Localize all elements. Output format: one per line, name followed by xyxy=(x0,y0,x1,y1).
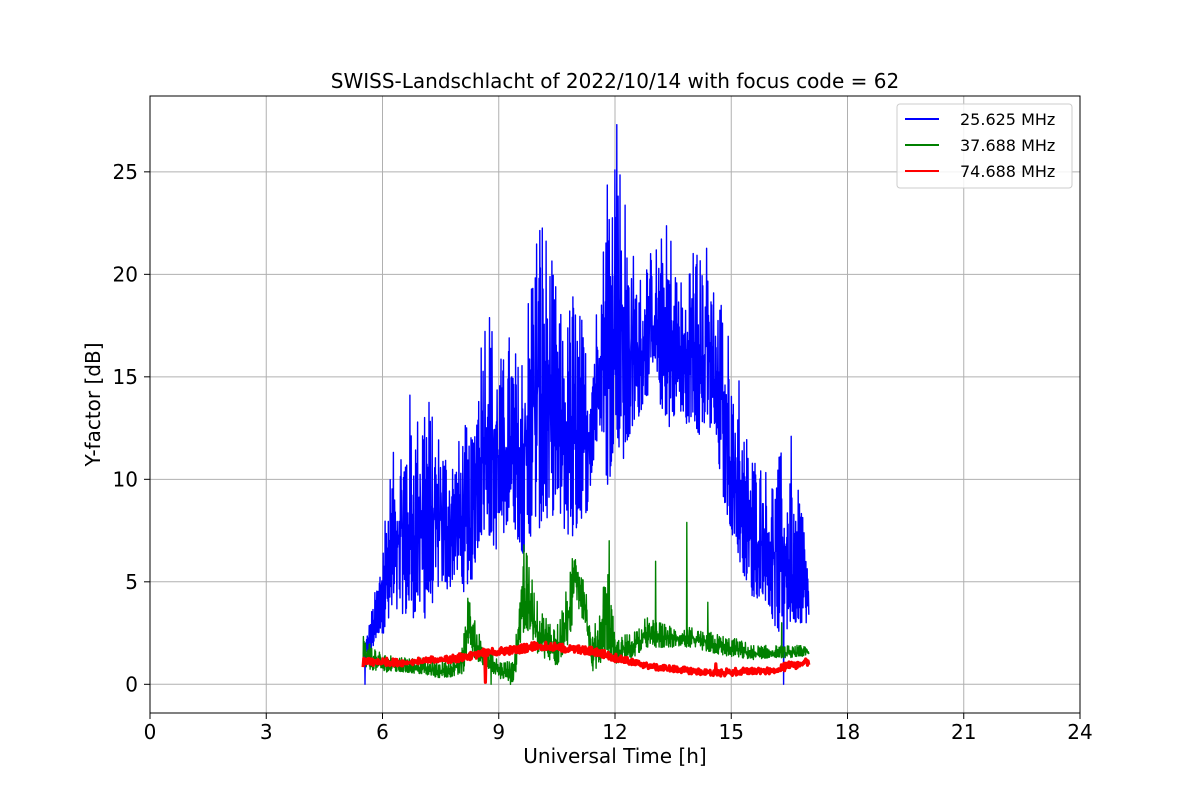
legend-label: 25.625 MHz xyxy=(960,110,1055,129)
y-tick-label: 10 xyxy=(113,467,138,491)
x-tick-label: 18 xyxy=(835,720,860,744)
chart-title: SWISS-Landschlacht of 2022/10/14 with fo… xyxy=(331,69,899,93)
y-tick-label: 0 xyxy=(125,672,138,696)
y-tick-label: 20 xyxy=(113,262,138,286)
x-tick-label: 0 xyxy=(144,720,157,744)
y-tick-label: 5 xyxy=(125,570,138,594)
series-line-2 xyxy=(362,521,810,685)
x-tick-label: 21 xyxy=(951,720,976,744)
plot-series xyxy=(361,123,811,685)
x-axis-label: Universal Time [h] xyxy=(523,744,706,768)
series-line-3 xyxy=(361,640,811,684)
legend-box xyxy=(896,103,1073,189)
y-axis-label: Y-factor [dB] xyxy=(81,342,105,467)
x-tick-label: 12 xyxy=(602,720,627,744)
x-tick-label: 9 xyxy=(492,720,505,744)
legend: 25.625 MHz 37.688 MHz 74.688 MHz xyxy=(896,103,1073,189)
legend-label: 74.688 MHz xyxy=(960,162,1055,181)
x-tick-label: 6 xyxy=(376,720,389,744)
series-line-1 xyxy=(362,123,810,685)
legend-label: 37.688 MHz xyxy=(960,136,1055,155)
y-tick-label: 25 xyxy=(113,160,138,184)
x-tick-label: 3 xyxy=(260,720,273,744)
x-tick-label: 24 xyxy=(1067,720,1092,744)
x-tick-label: 15 xyxy=(719,720,744,744)
y-tick-label: 15 xyxy=(113,365,138,389)
ticks: 0 3 6 9 12 15 18 21 24 0 5 10 15 20 25 xyxy=(113,160,1093,744)
